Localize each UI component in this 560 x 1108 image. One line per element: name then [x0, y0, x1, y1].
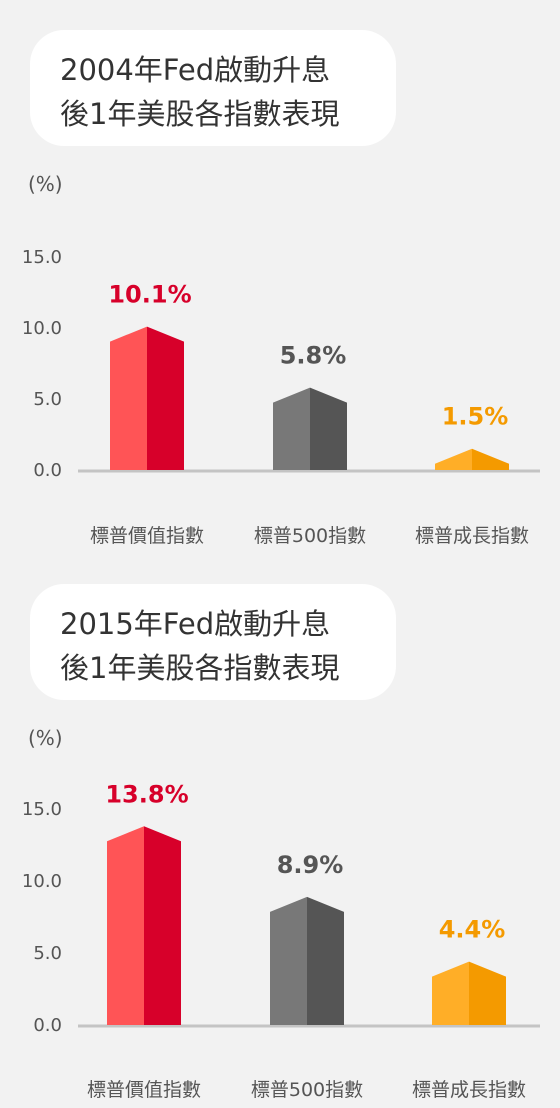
data-label: 13.8% — [105, 780, 188, 808]
bar-0-left-face — [107, 826, 144, 1025]
chart-title-box: 2004年Fed啟動升息 後1年美股各指數表現 — [30, 30, 396, 146]
bar-chart-2015: 0.0 5.0 10.0 15.0 13.8% 標普價值指數 8.9% 標普500指數 4.4%… — [22, 780, 540, 1101]
y-tick-label: 10.0 — [22, 871, 62, 892]
data-label: 5.8% — [280, 342, 347, 370]
bar-1-left-face — [273, 387, 310, 470]
bar-0-right-face — [144, 826, 181, 1025]
chart-title-line-1: 2004年Fed啟動升息 — [60, 53, 331, 87]
category-label: 標普成長指數 — [415, 525, 529, 547]
bar-2-right-face — [472, 448, 509, 470]
bar-2-left-face — [432, 961, 469, 1025]
chart-title-line-2: 後1年美股各指數表現 — [60, 651, 340, 685]
chart-title-line-2: 後1年美股各指數表現 — [60, 97, 340, 131]
y-tick-label: 15.0 — [22, 799, 62, 820]
category-label: 標普500指數 — [254, 525, 366, 547]
bar-1-right-face — [307, 896, 344, 1025]
bar-1-right-face — [310, 387, 347, 470]
category-label: 標普價值指數 — [87, 1079, 201, 1101]
bar-2-right-face — [469, 961, 506, 1025]
bar-0-right-face — [147, 326, 184, 470]
data-label: 8.9% — [277, 851, 344, 879]
chart-panel-2004: 2004年Fed啟動升息 後1年美股各指數表現 (%) 0.0 5.0 10.0 15… — [22, 30, 540, 547]
chart-title-box: 2015年Fed啟動升息 後1年美股各指數表現 — [30, 584, 396, 700]
y-tick-label: 10.0 — [22, 318, 62, 339]
y-tick-label: 5.0 — [33, 943, 62, 964]
category-label: 標普500指數 — [251, 1079, 363, 1101]
category-label: 標普成長指數 — [412, 1079, 526, 1101]
chart-panel-2015: 2015年Fed啟動升息 後1年美股各指數表現 (%) 0.0 5.0 10.0 15… — [0, 554, 560, 1108]
bar-0-left-face — [110, 326, 147, 470]
bar-2-left-face — [435, 448, 472, 470]
y-tick-label: 5.0 — [33, 389, 62, 410]
y-axis-unit: (%) — [28, 726, 63, 750]
data-label: 10.1% — [108, 281, 191, 309]
y-tick-label: 15.0 — [22, 247, 62, 268]
category-label: 標普價值指數 — [90, 525, 204, 547]
bar-1-left-face — [270, 896, 307, 1025]
data-label: 4.4% — [439, 916, 506, 944]
y-tick-label: 0.0 — [33, 1015, 62, 1036]
chart-title-line-1: 2015年Fed啟動升息 — [60, 607, 331, 641]
data-label: 1.5% — [442, 403, 509, 431]
bar-chart-2004: 0.0 5.0 10.0 15.0 10.1% 標普價值指數 5.8% 標普500指數 1.5%… — [22, 247, 540, 547]
y-axis-unit: (%) — [28, 172, 63, 196]
y-tick-label: 0.0 — [33, 460, 62, 481]
